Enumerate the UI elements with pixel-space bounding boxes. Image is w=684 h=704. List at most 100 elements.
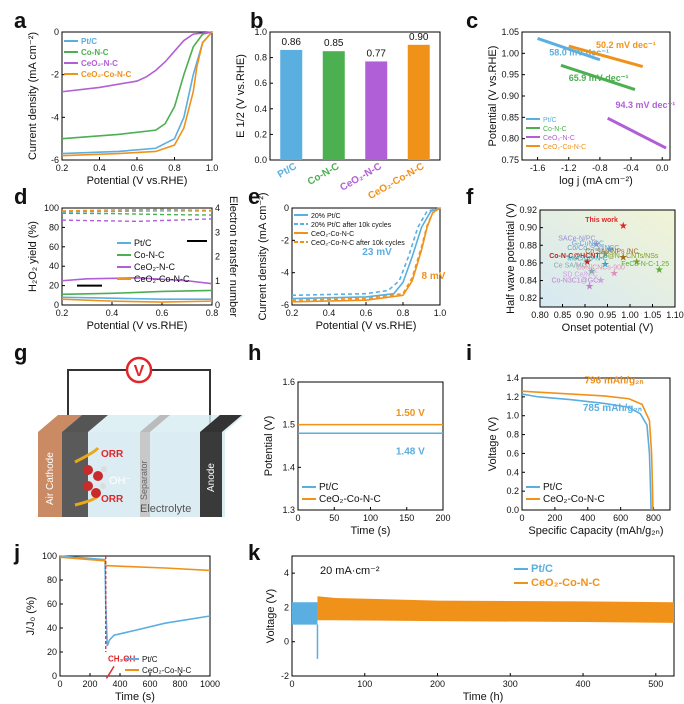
plot-frame (61, 207, 213, 306)
point-label: Co@N - CNTs/NSs (599, 253, 659, 260)
x-tick-label: 600 (613, 513, 628, 523)
point-marker: ★ (619, 253, 628, 264)
x-tick-label: -0.8 (592, 163, 608, 173)
y-axis-label: Voltage (V) (265, 589, 277, 643)
x-tick-label: 0.95 (599, 310, 617, 320)
annotation: CH₃OH (108, 655, 135, 664)
chart-b: 0.0 0.2 0.4 0.6 0.8 1.0 E 1/2 (V vs.RHE) 0.86 Pt… (235, 27, 441, 202)
y2-tick-label: 4 (215, 203, 220, 213)
y-tick-label: 0.6 (254, 78, 267, 88)
category-label: Co-N-C (306, 161, 341, 188)
plot-background (540, 210, 675, 307)
y-tick-label: 0 (54, 27, 59, 37)
x-tick-label: 0.8 (397, 308, 410, 318)
x-tick-label: 0.2 (286, 308, 299, 318)
voltage-band (317, 596, 674, 623)
y-axis-label: H₂O₂ yield (%) (27, 221, 39, 292)
x-axis-label: Potential (V vs.RHE) (316, 320, 417, 332)
y-tick-label: 2 (284, 602, 289, 612)
catalyst-top (62, 415, 108, 432)
annotation: 1.48 V (396, 447, 425, 458)
yield-line (61, 289, 213, 296)
bar-value-label: 0.77 (367, 48, 387, 59)
point-marker: ★ (601, 249, 610, 260)
separator-label: Separator (139, 460, 149, 500)
y-tick-label: 1.0 (254, 27, 267, 37)
y-tick-label: 0.90 (519, 223, 537, 233)
y-tick-label: 0.86 (519, 258, 537, 268)
legend-entry: CeO₂-Co-N-C (142, 666, 192, 675)
legend-entry: CeO₂-N-C (134, 262, 175, 272)
legend-entry: Co-N-C (134, 250, 165, 260)
legend-entry: Pt/C (543, 482, 562, 493)
y-tick-label: 0.88 (519, 240, 537, 250)
y-tick-label: 80 (49, 222, 59, 232)
point-marker: ★ (587, 267, 596, 278)
point-label: This work (585, 217, 618, 224)
y2-axis-label: Electron transfer number (227, 196, 239, 317)
x-tick-label: 0.0 (656, 163, 669, 173)
panel-label-c: c (466, 8, 478, 33)
y-tick-label: 1.5 (282, 420, 295, 430)
x-tick-label: 0.4 (93, 163, 106, 173)
point-label: Co-N3C1@GC (552, 278, 599, 285)
point-marker: ★ (632, 257, 641, 268)
x-tick-label: 1.0 (206, 163, 219, 173)
y-tick-label: 1.6 (282, 377, 295, 387)
x-axis-label: Time (s) (115, 691, 155, 703)
cathode-top (38, 415, 82, 432)
y-tick-label: 0.0 (254, 155, 267, 165)
y-tick-label: 0.8 (254, 53, 267, 63)
legend-entry: CeO₂-Co-N-C (311, 231, 354, 238)
y-tick-label: 1.05 (501, 27, 519, 37)
panel-label-a: a (14, 8, 27, 33)
y-tick-label: 1.0 (506, 411, 519, 421)
legend-entry: CeO₂-Co-N-C (81, 70, 131, 79)
y-tick-label: 0.2 (254, 129, 267, 139)
y-tick-label: 100 (42, 551, 57, 561)
bar-value-label: 0.86 (282, 37, 302, 48)
chart-f: 0.80 0.85 0.90 0.95 1.00 1.05 1.10 0.82 0.84 0.86… (505, 203, 684, 334)
x-tick-label: 0.8 (168, 163, 181, 173)
x-tick-label: 1.05 (644, 310, 662, 320)
x-tick-label: 200 (82, 679, 97, 689)
point-label: Co-N-C@HCNT (549, 253, 600, 260)
point-marker: ★ (596, 276, 605, 287)
x-axis-label: Potential (V vs.RHE) (87, 320, 188, 332)
separator (140, 432, 150, 517)
legend-entry: CeO₂-Co-N-C (543, 494, 605, 505)
chart-c: -1.6 -1.2 -0.8 -0.4 0.0 0.75 0.80 0.85 0.90 0.95 1… (487, 27, 675, 187)
point-marker: ★ (610, 268, 619, 279)
y-tick-label: 0 (52, 671, 57, 681)
y-tick-label: 0.75 (501, 155, 519, 165)
series-line (291, 207, 441, 300)
annotation: 796 mAh/g₂ₙ (584, 376, 643, 387)
legend-entry: CeO₂-N-C (543, 135, 575, 142)
x-tick-label: 0.6 (360, 308, 373, 318)
y-tick-label: 40 (49, 261, 59, 271)
anode-top (200, 415, 242, 432)
point-marker: ★ (592, 239, 601, 250)
n-line (61, 218, 213, 223)
air-cathode (38, 432, 62, 517)
bar-value-label: 0.85 (324, 38, 344, 49)
x-tick-label: -1.6 (530, 163, 546, 173)
y-tick-label: 0.4 (506, 467, 519, 477)
panel-label-h: h (248, 340, 261, 365)
y-tick-label: 1.4 (506, 373, 519, 383)
y-axis-label: Current density (mA cm⁻²) (27, 32, 39, 160)
chart-j: 0 200 400 600 800 1000 0 20 40 60 80 100 Time (s) J/J… (25, 551, 220, 703)
legend-entry: Pt/C (142, 655, 158, 664)
panel-label-k: k (248, 540, 261, 565)
x-tick-label: 400 (576, 679, 591, 689)
panel-label-g: g (14, 340, 27, 365)
y-tick-label: -2 (51, 70, 59, 80)
battery-schematic: V Air Cathode Anode Separator Electrolyt… (38, 356, 245, 517)
chart-a: 0.2 0.4 0.6 0.8 1.0 -6 -4 -2 0 Potential (V vs.RH… (27, 27, 218, 187)
n-line (61, 212, 213, 216)
legend-entry: CeO₂-Co-N-C (543, 144, 586, 151)
point-label: G-CuNOC (572, 241, 604, 248)
annotation: 785 mAh/g₂ₙ (583, 403, 642, 414)
y-axis-label: Potential (V vs.RHE) (487, 46, 499, 147)
